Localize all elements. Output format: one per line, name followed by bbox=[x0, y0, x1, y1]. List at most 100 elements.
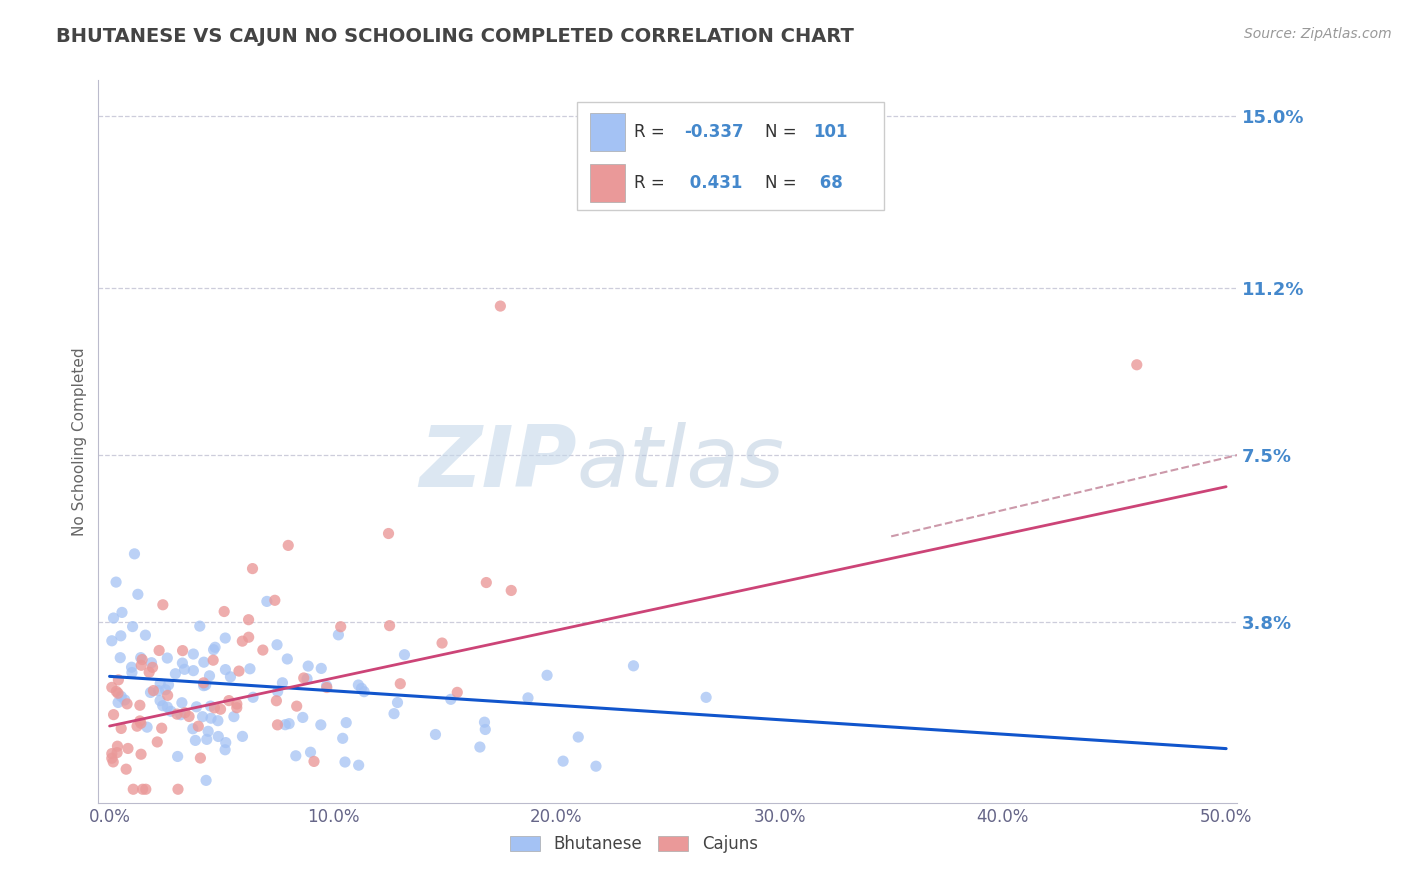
Text: Source: ZipAtlas.com: Source: ZipAtlas.com bbox=[1244, 27, 1392, 41]
Point bbox=[214, 743, 236, 757]
Point bbox=[335, 715, 357, 730]
FancyBboxPatch shape bbox=[576, 102, 884, 211]
Point bbox=[156, 651, 179, 665]
Point bbox=[382, 706, 405, 721]
Point bbox=[242, 690, 264, 705]
Point bbox=[517, 690, 540, 705]
Point bbox=[309, 661, 332, 675]
Text: atlas: atlas bbox=[576, 422, 785, 505]
Point bbox=[148, 683, 170, 698]
Point bbox=[567, 730, 589, 744]
Point bbox=[315, 681, 337, 695]
Point bbox=[209, 702, 232, 716]
Point bbox=[202, 642, 225, 657]
Point bbox=[328, 628, 350, 642]
Point bbox=[536, 668, 558, 682]
Point bbox=[551, 754, 574, 768]
Point bbox=[474, 723, 496, 737]
Point bbox=[474, 715, 496, 730]
Point bbox=[197, 724, 219, 739]
Point bbox=[110, 650, 132, 665]
Point bbox=[266, 684, 288, 698]
Point bbox=[200, 699, 222, 714]
Point bbox=[271, 675, 294, 690]
Point bbox=[138, 665, 160, 680]
Point bbox=[207, 714, 229, 728]
Point bbox=[585, 759, 607, 773]
Point bbox=[378, 618, 401, 632]
Point bbox=[193, 675, 215, 690]
Text: R =: R = bbox=[634, 123, 669, 141]
Point bbox=[193, 679, 215, 693]
Point bbox=[121, 660, 143, 674]
Point bbox=[266, 694, 288, 708]
Point bbox=[204, 640, 226, 655]
Point bbox=[103, 755, 125, 769]
Point bbox=[263, 593, 285, 607]
Point bbox=[231, 730, 253, 744]
Point bbox=[242, 561, 264, 575]
Point bbox=[125, 719, 148, 733]
Point bbox=[501, 583, 523, 598]
Point bbox=[129, 747, 152, 762]
Point bbox=[148, 643, 170, 657]
Point bbox=[215, 735, 238, 749]
Point bbox=[194, 678, 217, 692]
Point bbox=[266, 718, 288, 732]
Point bbox=[225, 697, 247, 711]
Point bbox=[440, 692, 463, 706]
Point bbox=[155, 682, 177, 697]
Point bbox=[156, 689, 179, 703]
Point bbox=[128, 698, 150, 713]
Point bbox=[127, 587, 149, 601]
Point bbox=[193, 655, 215, 669]
Point bbox=[219, 670, 242, 684]
Point bbox=[115, 762, 138, 776]
Point bbox=[207, 730, 229, 744]
Point bbox=[129, 650, 152, 665]
Point bbox=[107, 673, 129, 687]
Point bbox=[204, 701, 226, 715]
Point bbox=[135, 782, 157, 797]
Point bbox=[278, 716, 301, 731]
Point bbox=[107, 696, 129, 710]
Point bbox=[142, 683, 165, 698]
Point bbox=[117, 741, 139, 756]
Point bbox=[183, 664, 205, 678]
Bar bbox=[591, 113, 624, 151]
Point bbox=[266, 638, 288, 652]
Legend: Bhutanese, Cajuns: Bhutanese, Cajuns bbox=[503, 828, 765, 860]
Point bbox=[149, 676, 172, 690]
Point bbox=[214, 663, 236, 677]
Point bbox=[122, 782, 145, 797]
Point bbox=[177, 709, 200, 723]
Point bbox=[110, 690, 132, 704]
Text: 0.431: 0.431 bbox=[683, 174, 742, 193]
Point bbox=[430, 636, 453, 650]
Point bbox=[231, 634, 253, 648]
Point bbox=[475, 575, 498, 590]
Point bbox=[350, 681, 373, 696]
Point bbox=[198, 669, 221, 683]
Point bbox=[101, 747, 124, 761]
Point bbox=[377, 526, 399, 541]
Point bbox=[218, 693, 240, 707]
Point bbox=[276, 652, 298, 666]
Point bbox=[139, 685, 162, 699]
Point bbox=[107, 739, 129, 754]
Point bbox=[292, 671, 315, 685]
Point bbox=[174, 706, 197, 720]
Point bbox=[128, 714, 150, 728]
Point bbox=[623, 658, 645, 673]
Point bbox=[141, 660, 163, 674]
Text: ZIP: ZIP bbox=[419, 422, 576, 505]
Text: N =: N = bbox=[765, 174, 801, 193]
Point bbox=[173, 662, 195, 676]
Point bbox=[299, 745, 322, 759]
Point bbox=[172, 656, 194, 670]
Point bbox=[238, 613, 260, 627]
Point bbox=[152, 598, 174, 612]
Point bbox=[187, 719, 209, 733]
Point bbox=[347, 678, 370, 692]
Point bbox=[284, 748, 307, 763]
